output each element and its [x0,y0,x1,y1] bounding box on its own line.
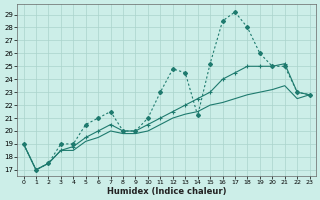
X-axis label: Humidex (Indice chaleur): Humidex (Indice chaleur) [107,187,226,196]
